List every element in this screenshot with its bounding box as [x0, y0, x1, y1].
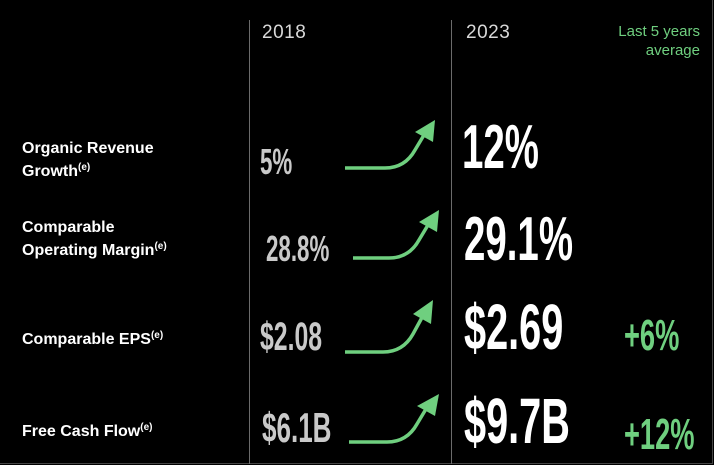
- value-2018-free-cash-flow: $6.1B: [262, 404, 332, 451]
- label-comparable-eps: Comparable EPS(e): [22, 326, 163, 349]
- arrow-icon: [345, 300, 433, 354]
- label-line2: Growth: [22, 163, 78, 180]
- average-free-cash-flow: +12%: [624, 410, 695, 459]
- footnote-marker: (e): [140, 422, 153, 433]
- value-2023-comparable-eps: $2.69: [464, 291, 564, 363]
- label-organic-revenue-growth: Organic Revenue Growth(e): [22, 139, 154, 181]
- value-2023-comparable-operating-margin: 29.1%: [464, 205, 574, 274]
- arrow-icon: [353, 210, 439, 260]
- label-line2: Operating Margin: [22, 242, 155, 259]
- label-comparable-operating-margin: Comparable Operating Margin(e): [22, 218, 167, 260]
- arrow-icon: [349, 394, 439, 444]
- divider-2023: [451, 20, 452, 464]
- value-2018-comparable-eps: $2.08: [260, 315, 323, 359]
- label-line1: Comparable: [22, 219, 115, 236]
- label-line1: Organic Revenue: [22, 140, 154, 157]
- header-2018: 2018: [262, 22, 307, 43]
- label-free-cash-flow: Free Cash Flow(e): [22, 418, 152, 441]
- header-average: Last 5 years average: [618, 22, 700, 60]
- value-2023-free-cash-flow: $9.7B: [464, 385, 570, 457]
- average-comparable-eps: +6%: [624, 311, 680, 360]
- header-average-line1: Last 5 years: [618, 23, 700, 40]
- value-2018-organic-revenue-growth: 5%: [260, 141, 293, 182]
- footnote-marker: (e): [78, 162, 91, 173]
- value-2023-organic-revenue-growth: 12%: [462, 113, 539, 182]
- label-line1: Free Cash Flow: [22, 423, 141, 440]
- header-average-line2: average: [645, 42, 700, 59]
- header-2023: 2023: [466, 22, 511, 43]
- label-line1: Comparable EPS: [22, 331, 151, 348]
- value-2018-comparable-operating-margin: 28.8%: [266, 228, 330, 269]
- footnote-marker: (e): [150, 330, 164, 341]
- arrow-icon: [345, 120, 435, 170]
- footnote-marker: (e): [154, 241, 167, 252]
- divider-2018: [249, 20, 250, 464]
